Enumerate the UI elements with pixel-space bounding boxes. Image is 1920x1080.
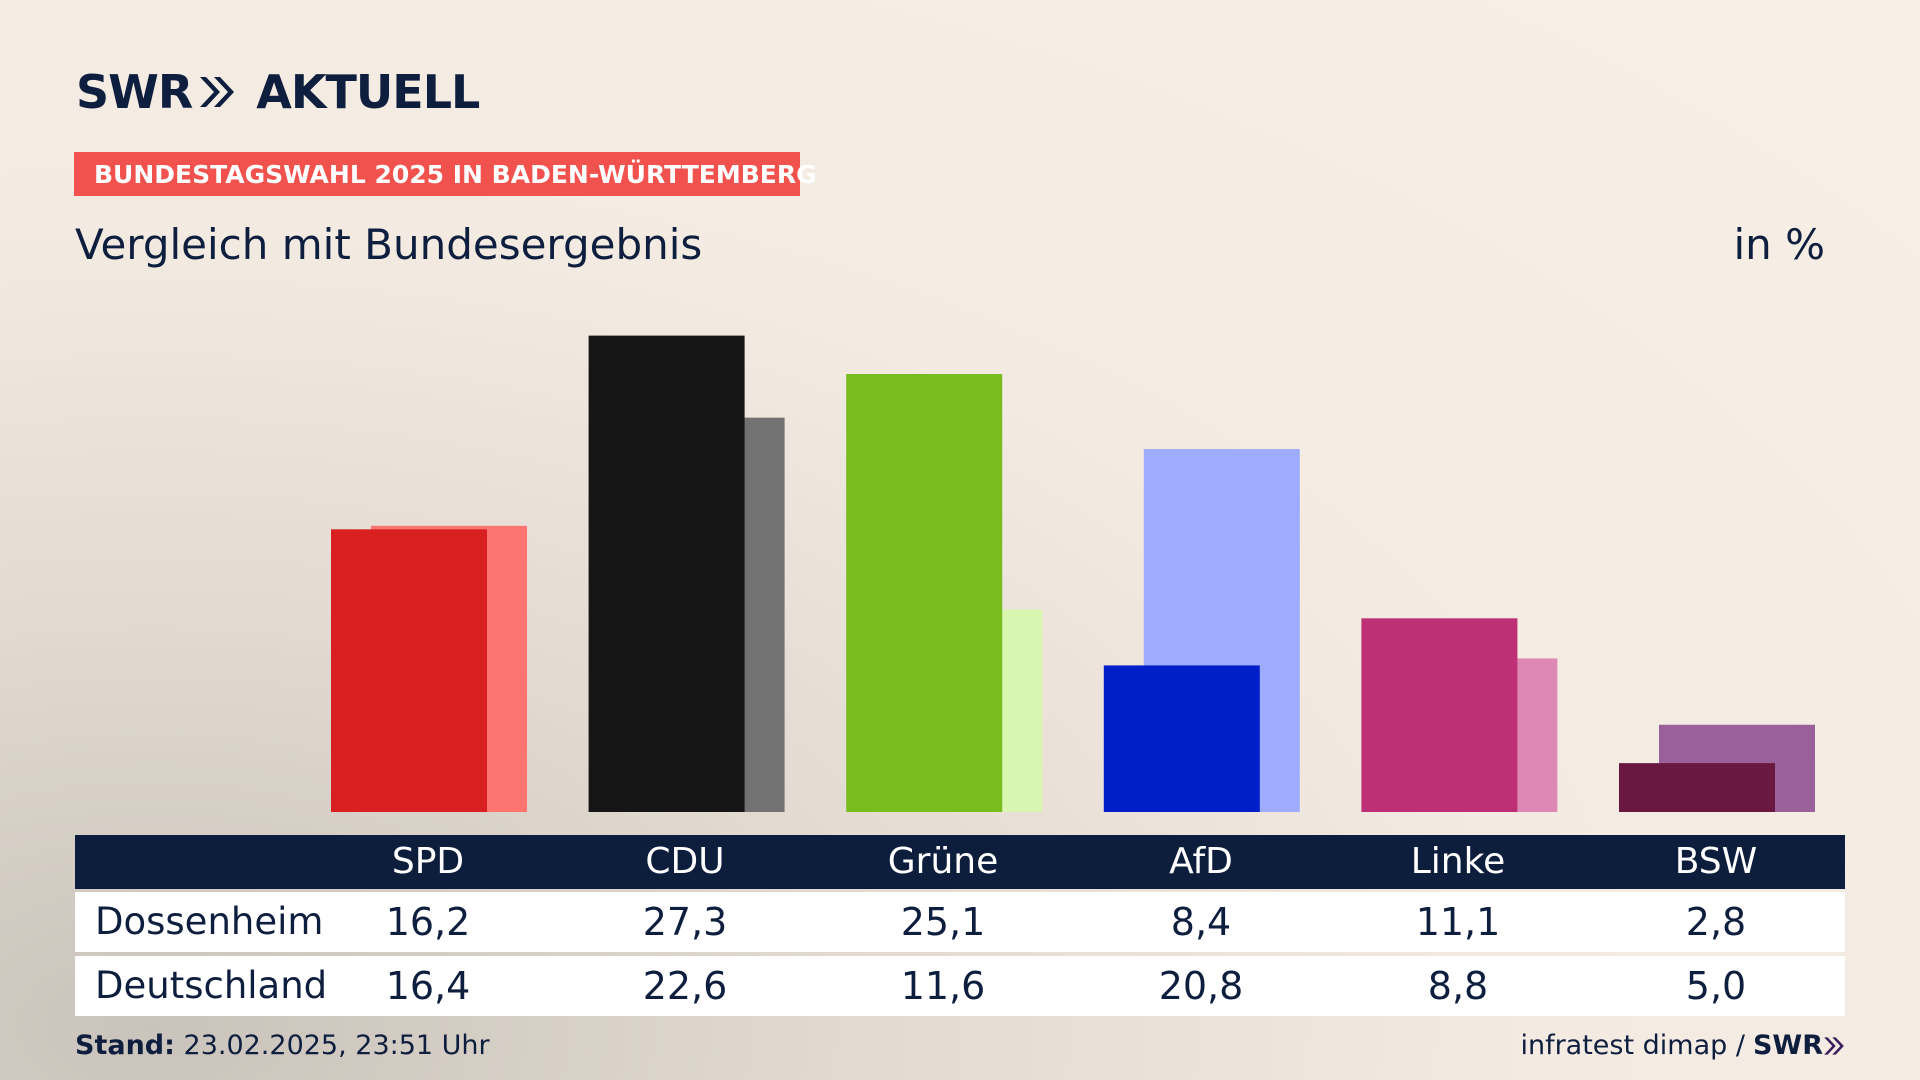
footer-swr-text: SWR xyxy=(1752,1030,1823,1061)
party-header: AfD xyxy=(1169,841,1233,882)
stand-label: Stand: xyxy=(75,1030,175,1061)
table-cell: 5,0 xyxy=(1685,964,1747,1008)
table-cell: 20,8 xyxy=(1158,964,1244,1008)
table-row: Deutschland 16,4 22,6 11,6 20,8 8,8 5,0 xyxy=(75,956,1845,1016)
bar-dossenheim-grüne xyxy=(846,374,1003,812)
swr-aktuell-logo: SWR AKTUELL xyxy=(76,65,480,119)
row-label: Dossenheim xyxy=(95,900,324,943)
party-header: Linke xyxy=(1410,841,1506,882)
bar-dossenheim-afd xyxy=(1103,665,1260,812)
party-header: CDU xyxy=(645,841,725,882)
table-cell: 8,8 xyxy=(1427,964,1489,1008)
table-cell: 11,6 xyxy=(900,964,986,1008)
table-row: Dossenheim 16,2 27,3 25,1 8,4 11,1 2,8 xyxy=(75,892,1845,952)
bar-dossenheim-cdu xyxy=(588,335,745,812)
double-chevron-icon xyxy=(200,77,235,107)
election-tag-label: BUNDESTAGSWAHL 2025 IN BADEN-WÜRTTEMBERG xyxy=(94,159,817,189)
footer-swr-logo: SWR xyxy=(1753,1030,1845,1061)
table-header-row: SPD CDU Grüne AfD Linke BSW xyxy=(75,835,1845,889)
table-cell: 16,2 xyxy=(385,900,471,944)
election-tag: BUNDESTAGSWAHL 2025 IN BADEN-WÜRTTEMBERG xyxy=(74,152,817,196)
bar-dossenheim-linke xyxy=(1361,618,1518,812)
party-header: SPD xyxy=(391,841,465,882)
source-label: infratest dimap / xyxy=(1520,1030,1745,1061)
timestamp: Stand: 23.02.2025, 23:51 Uhr xyxy=(75,1030,490,1061)
row-label: Deutschland xyxy=(95,964,328,1007)
table-cell: 27,3 xyxy=(642,900,728,944)
stand-value: 23.02.2025, 23:51 Uhr xyxy=(183,1030,490,1061)
party-header: BSW xyxy=(1674,841,1758,882)
source-credit: infratest dimap / SWR xyxy=(1520,1030,1845,1061)
logo-aktuell-text: AKTUELL xyxy=(256,65,480,119)
unit-label: in % xyxy=(1733,220,1825,269)
table-cell: 25,1 xyxy=(900,900,986,944)
party-header: Grüne xyxy=(887,841,999,882)
logo-swr-text: SWR xyxy=(76,65,193,119)
table-cell: 16,4 xyxy=(385,964,471,1008)
chart-subtitle: Vergleich mit Bundesergebnis xyxy=(75,220,703,269)
bar-dossenheim-spd xyxy=(331,529,487,812)
table-cell: 2,8 xyxy=(1685,900,1747,944)
table-cell: 11,1 xyxy=(1415,900,1501,944)
table-cell: 22,6 xyxy=(642,964,728,1008)
bar-dossenheim-bsw xyxy=(1619,763,1775,812)
double-chevron-icon xyxy=(1824,1036,1844,1055)
table-cell: 8,4 xyxy=(1170,900,1232,944)
